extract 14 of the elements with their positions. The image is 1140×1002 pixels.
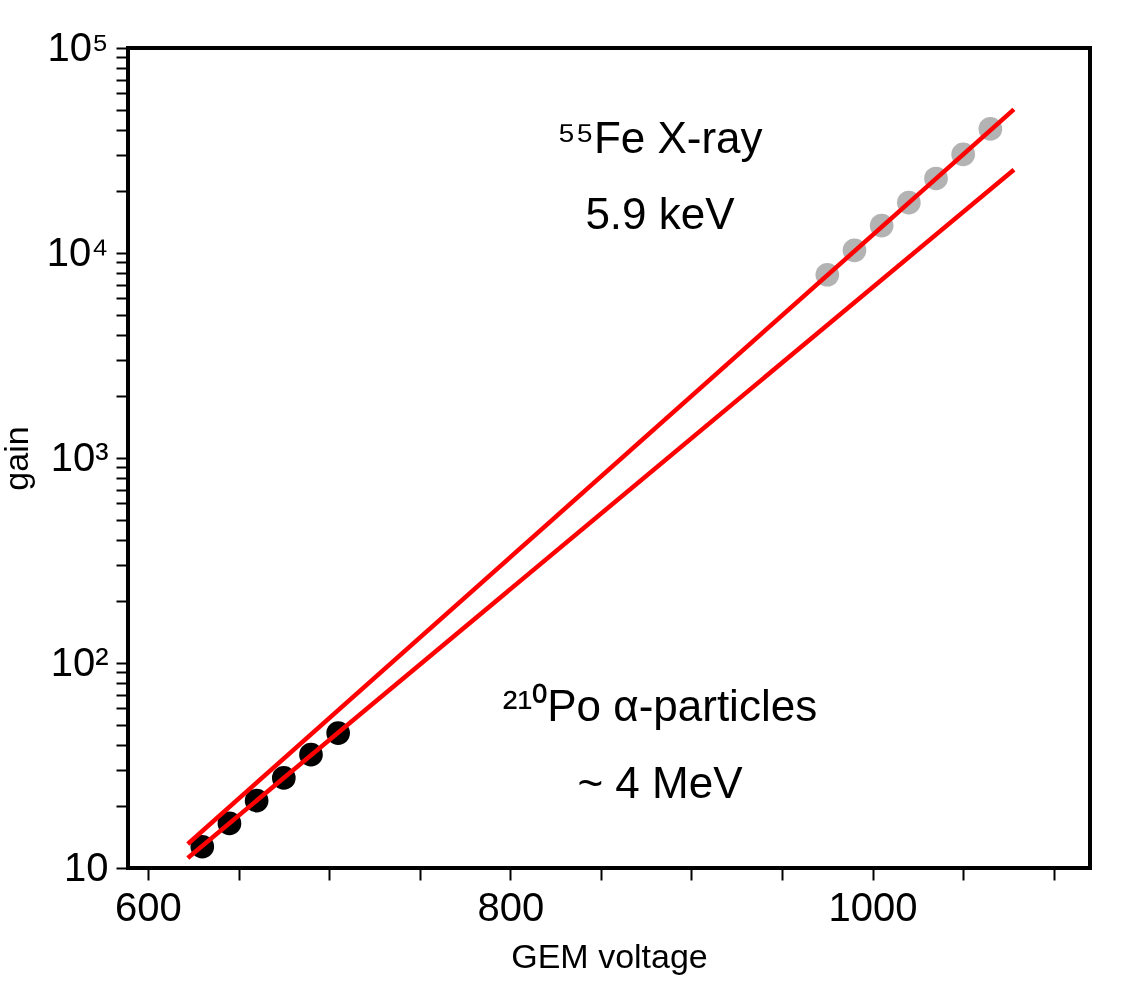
y-axis-title: gain — [0, 426, 35, 491]
y-tick-label: 10³ — [50, 434, 109, 479]
annotation: 5.9 keV — [585, 189, 736, 238]
y-tick-label: 10⁵ — [47, 24, 109, 69]
y-tick-label: 10 — [64, 844, 109, 889]
y-tick-label: 10⁴ — [46, 229, 109, 274]
x-tick-label: 800 — [477, 884, 545, 929]
x-tick-label: 1000 — [828, 884, 918, 929]
x-axis-title: GEM voltage — [511, 936, 708, 975]
annotation: ²¹⁰Po α-particles — [502, 681, 818, 730]
annotation: ⁵⁵Fe X-ray — [557, 113, 763, 162]
y-tick-label: 10² — [50, 639, 109, 684]
x-tick-label: 600 — [115, 884, 182, 929]
annotation: ~ 4 MeV — [577, 758, 744, 807]
